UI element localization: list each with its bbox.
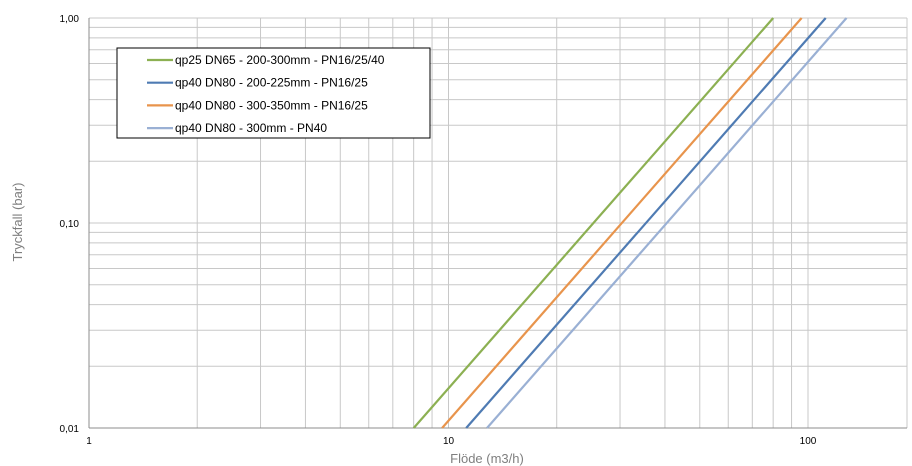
y-tick-label: 1,00 <box>60 14 80 25</box>
x-tick-label: 100 <box>800 436 817 447</box>
tick-labels: 1 10 100 0,01 0,10 1,00 <box>60 14 817 447</box>
y-tick-label: 0,01 <box>60 424 80 435</box>
y-axis-title: Tryckfall (bar) <box>10 183 25 262</box>
series-lines <box>412 17 848 429</box>
y-tick-label: 0,10 <box>60 219 80 230</box>
legend-label: qp40 DN80 - 300-350mm - PN16/25 <box>175 98 368 112</box>
legend-label: qp40 DN80 - 200-225mm - PN16/25 <box>175 76 368 90</box>
x-tick-label: 1 <box>86 436 92 447</box>
legend-box <box>116 47 431 139</box>
legend: qp25 DN65 - 200-300mm - PN16/25/40 qp40 D… <box>116 47 431 139</box>
series-line <box>465 17 827 429</box>
legend-label: qp40 DN80 - 300mm - PN40 <box>175 121 327 135</box>
series-line <box>441 17 803 429</box>
x-tick-label: 10 <box>443 436 455 447</box>
series-line <box>486 17 848 429</box>
series-line <box>412 17 775 429</box>
x-axis-title: Flöde (m3/h) <box>450 451 524 466</box>
legend-label: qp25 DN65 - 200-300mm - PN16/25/40 <box>175 53 385 67</box>
